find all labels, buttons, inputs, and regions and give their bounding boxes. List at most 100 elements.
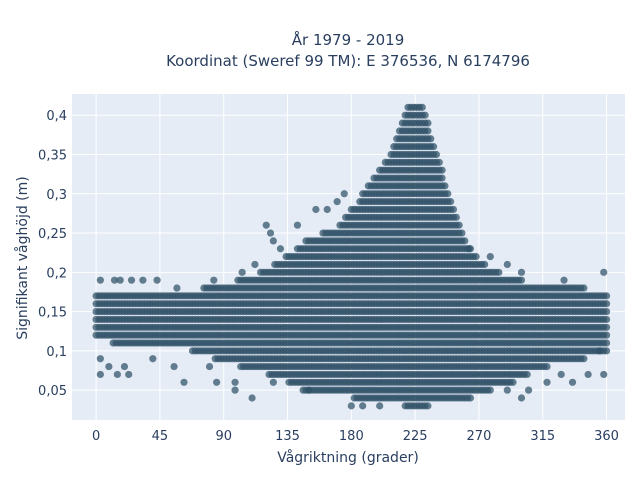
data-point — [584, 370, 592, 379]
y-axis-label: Signifikant våghöjd (m) — [14, 176, 31, 339]
data-point — [495, 268, 503, 276]
data-point — [557, 370, 565, 379]
data-point — [424, 127, 432, 135]
data-point — [125, 370, 133, 379]
data-point — [323, 205, 331, 214]
data-point — [543, 378, 551, 386]
data-point — [266, 229, 275, 237]
data-point — [205, 362, 214, 371]
data-point — [446, 198, 455, 206]
data-points — [92, 103, 611, 410]
data-point — [231, 378, 239, 386]
data-point — [602, 315, 611, 324]
y-tick-label: 0,2 — [46, 266, 67, 281]
data-point — [602, 323, 611, 331]
data-point — [427, 135, 435, 143]
data-point — [509, 378, 517, 386]
data-point — [312, 205, 320, 214]
data-point — [262, 221, 270, 229]
data-point — [461, 237, 469, 245]
data-point — [543, 362, 551, 371]
data-point — [441, 182, 449, 190]
x-axis-label: Vågriktning (grader) — [277, 449, 419, 466]
data-point — [444, 190, 452, 198]
data-point — [238, 268, 246, 276]
data-point — [424, 119, 432, 127]
data-point — [602, 347, 611, 355]
data-point — [600, 268, 608, 276]
data-point — [424, 402, 432, 410]
data-point — [293, 221, 302, 229]
x-tick-label: 90 — [215, 429, 232, 444]
chart-title-line-1: År 1979 - 2019 — [292, 30, 405, 49]
data-point — [210, 276, 218, 284]
x-tick-label: 360 — [594, 429, 619, 444]
x-tick-label: 270 — [467, 429, 492, 444]
x-tick-label: 135 — [275, 429, 300, 444]
y-axis-ticks: 0,05 0,1 0,15 0,2 0,25 0,3 0,35 0,4 — [38, 109, 67, 399]
data-point — [602, 339, 611, 347]
data-point — [116, 276, 124, 284]
y-tick-label: 0,05 — [38, 384, 67, 399]
data-point — [503, 260, 511, 269]
data-point — [359, 402, 367, 410]
data-point — [180, 378, 188, 386]
data-point — [560, 276, 568, 284]
data-point — [251, 260, 259, 269]
data-point — [149, 355, 157, 363]
data-point — [517, 276, 526, 284]
data-point — [523, 370, 531, 379]
data-point — [269, 237, 277, 245]
data-point — [517, 268, 526, 276]
data-point — [503, 386, 511, 394]
data-point — [602, 331, 611, 339]
data-point — [602, 292, 611, 300]
data-point — [524, 386, 533, 394]
data-point — [333, 198, 341, 206]
data-point — [139, 276, 147, 284]
data-point — [466, 394, 475, 402]
data-point — [455, 221, 463, 229]
y-tick-label: 0,35 — [38, 148, 67, 163]
data-point — [486, 253, 494, 261]
data-point — [418, 103, 426, 111]
data-point — [449, 205, 458, 214]
data-point — [472, 253, 480, 261]
data-point — [153, 276, 161, 284]
data-point — [213, 378, 221, 386]
data-point — [120, 362, 129, 371]
data-point — [96, 370, 104, 379]
data-point — [231, 386, 239, 394]
data-point — [96, 355, 104, 363]
y-tick-label: 0,1 — [46, 345, 67, 360]
data-point — [248, 394, 256, 402]
data-point — [438, 174, 446, 182]
data-point — [481, 260, 489, 269]
y-tick-label: 0,3 — [46, 188, 67, 203]
x-axis-ticks: 0 45 90 135 180 225 270 315 360 — [92, 429, 619, 444]
data-point — [110, 276, 119, 284]
y-tick-label: 0,15 — [38, 306, 67, 321]
data-point — [602, 307, 611, 316]
data-point — [438, 166, 446, 174]
data-point — [602, 300, 611, 308]
y-tick-label: 0,25 — [38, 227, 67, 242]
data-point — [305, 386, 313, 394]
data-point — [173, 284, 181, 292]
data-point — [517, 394, 526, 402]
data-point — [435, 158, 443, 166]
data-point — [429, 143, 438, 151]
x-tick-label: 180 — [339, 429, 364, 444]
data-point — [580, 284, 588, 292]
data-point — [276, 245, 285, 253]
data-point — [568, 378, 577, 386]
data-point — [96, 276, 104, 284]
data-point — [105, 362, 113, 371]
data-point — [600, 370, 608, 379]
data-point — [113, 370, 121, 379]
x-tick-label: 315 — [530, 429, 555, 444]
data-point — [595, 347, 604, 355]
data-point — [127, 276, 136, 284]
data-point — [432, 150, 441, 159]
